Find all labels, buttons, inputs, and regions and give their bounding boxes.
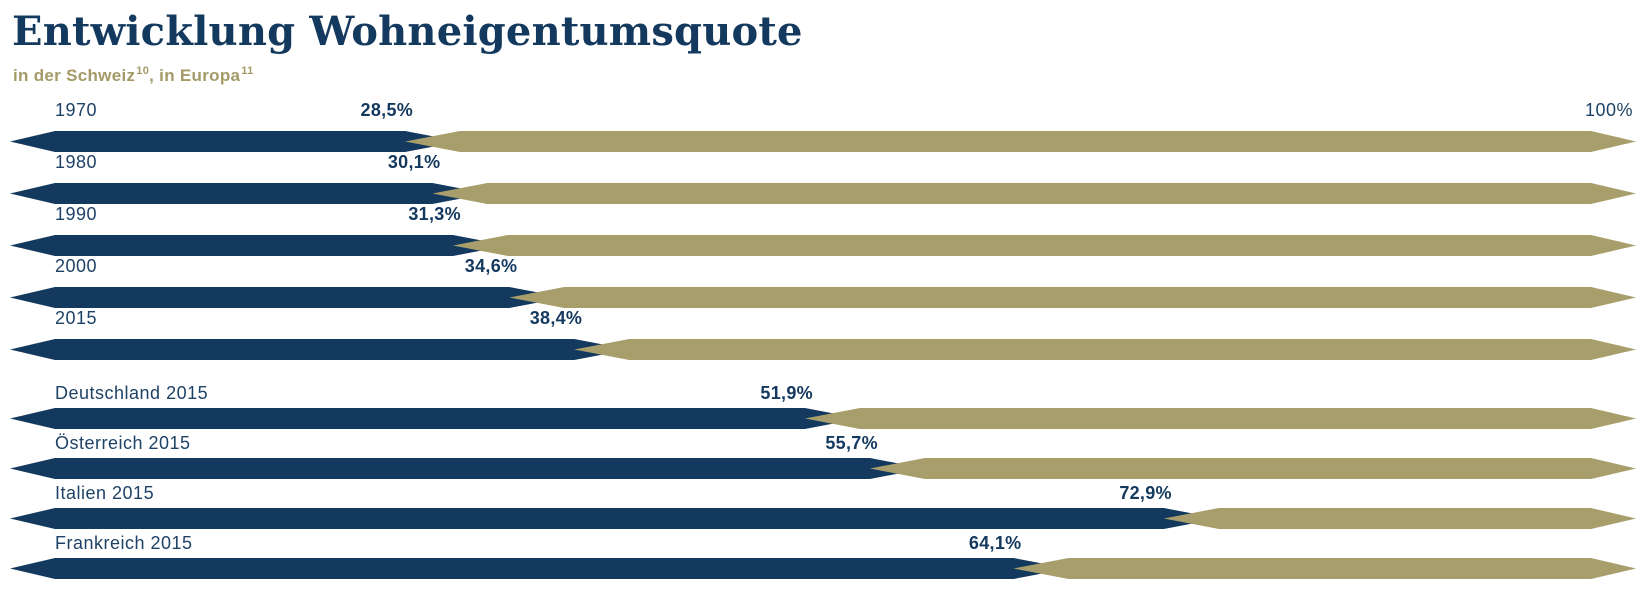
bar [10, 508, 1636, 529]
chart-row: Frankreich 2015 64,1% [10, 534, 1636, 579]
remainder-bar-segment [432, 183, 1636, 204]
row-value-label: 55,7% [825, 433, 878, 453]
value-bar-segment [10, 287, 565, 308]
chart-row: 2000 34,6% [10, 257, 1636, 308]
value-bar-segment [10, 558, 1069, 579]
bar-chart: 1970 28,5% 100% 1980 30,1% 1990 31,3% 2000 34,6%… [10, 101, 1636, 579]
row-category-label: 1990 [55, 204, 98, 224]
value-bar-segment [10, 235, 508, 256]
remainder-bar-segment [509, 287, 1636, 308]
row-label-line: Italien 2015 72,9% [10, 484, 1636, 502]
chart-row: 1980 30,1% [10, 153, 1636, 204]
bar [10, 339, 1636, 360]
row-value-label: 51,9% [760, 383, 813, 403]
value-bar-segment [10, 131, 461, 152]
bar [10, 287, 1636, 308]
row-value-label: 28,5% [360, 100, 414, 120]
row-label-line: 1980 30,1% [10, 153, 1636, 171]
remainder-bar-segment [1013, 558, 1636, 579]
chart-row: Italien 2015 72,9% [10, 484, 1636, 529]
row-category-label: 2000 [55, 256, 98, 276]
row-label-line: Frankreich 2015 64,1% [10, 534, 1636, 552]
row-label-line: 1970 28,5% 100% [10, 101, 1636, 119]
chart-row: Österreich 2015 55,7% [10, 434, 1636, 479]
row-value-label: 38,4% [529, 308, 583, 328]
row-category-label: Italien 2015 [55, 483, 155, 503]
remainder-bar-segment [405, 131, 1636, 152]
chart-row: 1990 31,3% [10, 205, 1636, 256]
row-label-line: Deutschland 2015 51,9% [10, 384, 1636, 402]
row-value-label: 30,1% [387, 152, 441, 172]
remainder-bar-segment [452, 235, 1636, 256]
footnote-ref-10: 10 [136, 65, 150, 78]
value-bar-segment [10, 339, 630, 360]
axis-max-label: 100% [1584, 100, 1633, 120]
value-bar-segment [10, 408, 860, 429]
footnote-ref-11: 11 [241, 65, 254, 78]
bar [10, 131, 1636, 152]
row-category-label: 1970 [55, 100, 98, 120]
row-label-line: Österreich 2015 55,7% [10, 434, 1636, 452]
row-category-label: Deutschland 2015 [55, 383, 209, 403]
bar [10, 458, 1636, 479]
bar [10, 408, 1636, 429]
page-title: Entwicklung Wohneigentumsquote [12, 8, 803, 55]
subtitle-schweiz: in der Schweiz [13, 66, 136, 85]
row-label-line: 1990 31,3% [10, 205, 1636, 223]
remainder-bar-segment [1163, 508, 1636, 529]
group-gap [10, 361, 1636, 384]
row-value-label: 31,3% [408, 204, 461, 224]
row-value-label: 72,9% [1119, 483, 1172, 503]
remainder-bar-segment [574, 339, 1636, 360]
bar [10, 183, 1636, 204]
value-bar-segment [10, 183, 488, 204]
row-value-label: 34,6% [464, 256, 518, 276]
row-category-label: Österreich 2015 [55, 433, 191, 453]
chart-row: 1970 28,5% 100% [10, 101, 1636, 152]
value-bar-segment [10, 508, 1219, 529]
remainder-bar-segment [804, 408, 1636, 429]
subtitle-europa: , in Europa [149, 66, 241, 85]
row-category-label: Frankreich 2015 [55, 533, 193, 553]
row-value-label: 64,1% [968, 533, 1022, 553]
value-bar-segment [10, 458, 925, 479]
bar [10, 558, 1636, 579]
page-subtitle: in der Schweiz10, in Europa11 [13, 66, 1636, 85]
bar [10, 235, 1636, 256]
row-category-label: 1980 [55, 152, 98, 172]
row-category-label: 2015 [55, 308, 98, 328]
chart-row: Deutschland 2015 51,9% [10, 384, 1636, 429]
row-label-line: 2000 34,6% [10, 257, 1636, 275]
remainder-bar-segment [869, 458, 1636, 479]
chart-row: 2015 38,4% [10, 309, 1636, 360]
row-label-line: 2015 38,4% [10, 309, 1636, 327]
